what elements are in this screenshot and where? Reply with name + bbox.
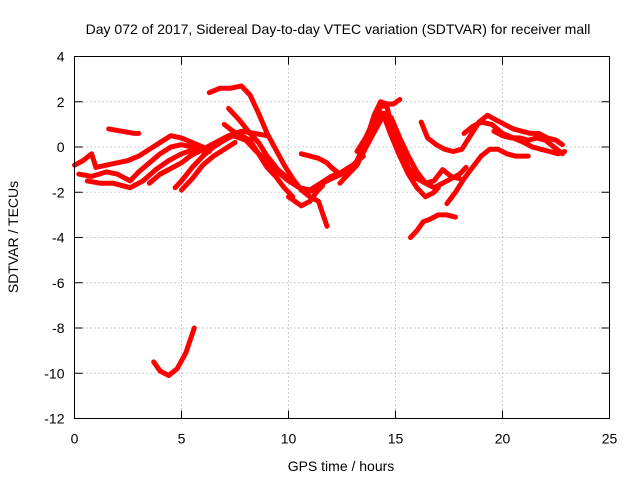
y-tick-label: 4 <box>57 49 65 65</box>
x-tick-label: 20 <box>495 431 511 447</box>
x-tick-label: 5 <box>178 431 186 447</box>
series-arc-8 <box>206 83 330 229</box>
series-arc-2 <box>76 142 206 184</box>
y-tick-label: -12 <box>44 411 64 427</box>
series-arc-6 <box>179 140 238 193</box>
series-arc-17 <box>444 146 531 207</box>
series-arc-15 <box>408 212 458 240</box>
y-tick-label: -6 <box>52 275 65 291</box>
y-tick-label: 2 <box>57 94 65 110</box>
x-axis-title: GPS time / hours <box>288 458 395 474</box>
grid-lines <box>74 56 610 419</box>
series-arc-19 <box>491 128 565 157</box>
x-tick-label: 25 <box>602 431 618 447</box>
chart-title: Day 072 of 2017, Sidereal Day-to-day VTE… <box>86 21 591 37</box>
y-tick-labels: 4 2 0 -2 -4 -6 -8 -10 -12 <box>44 49 64 427</box>
x-tick-label: 0 <box>71 431 79 447</box>
series-arc-11 <box>286 183 326 209</box>
series-arc-14 <box>354 110 441 200</box>
series-layer <box>72 83 568 378</box>
y-axis-title: SDTVAR / TECUs <box>5 181 21 293</box>
series-arc-10 <box>221 121 296 200</box>
y-tick-label: -4 <box>52 230 65 246</box>
plot-frame <box>74 56 610 419</box>
y-tick-label: 0 <box>57 139 65 155</box>
y-tick-label: -8 <box>52 320 65 336</box>
y-tick-label: -10 <box>44 365 64 381</box>
series-arc-16 <box>418 112 565 154</box>
series-arc-20 <box>151 325 197 378</box>
series-arc-7 <box>106 126 142 136</box>
x-tick-labels: 0 5 10 15 20 25 <box>71 431 618 447</box>
series-arc-1 <box>72 133 212 170</box>
y-tick-label: -2 <box>52 184 65 200</box>
x-tick-label: 15 <box>388 431 404 447</box>
x-tick-label: 10 <box>281 431 297 447</box>
series-arc-13 <box>337 103 463 186</box>
